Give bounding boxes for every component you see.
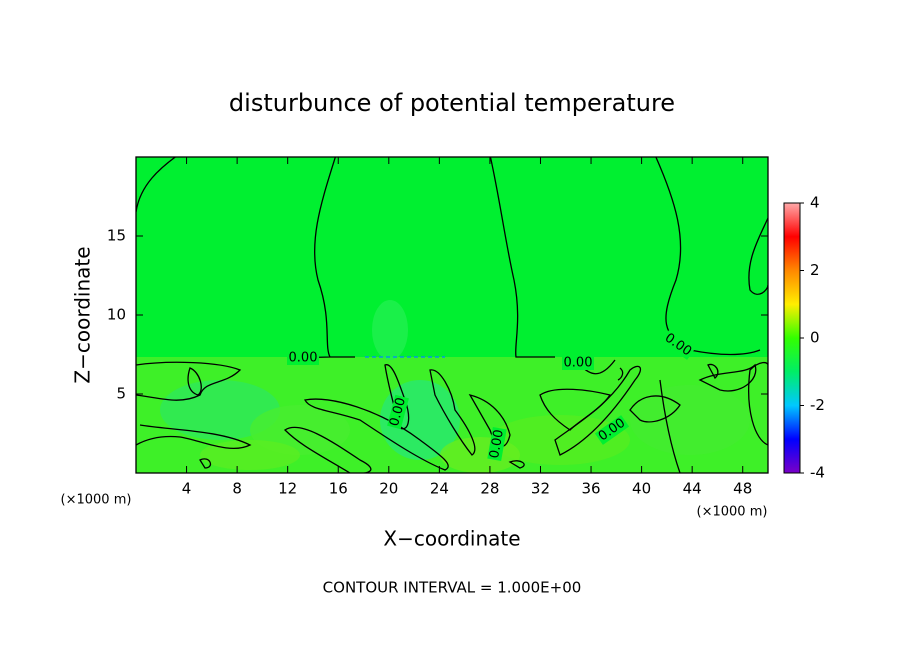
contour-line bbox=[707, 363, 719, 380]
x-tick-label: 28 bbox=[480, 480, 499, 498]
colorbar bbox=[783, 202, 801, 474]
colorbar-tick-label: -2 bbox=[810, 396, 825, 414]
colorbar-tick-label: 0 bbox=[810, 329, 820, 347]
contour-line bbox=[136, 157, 177, 213]
x-tick-label: 32 bbox=[531, 480, 550, 498]
contour-label-bg bbox=[594, 415, 630, 445]
y-tick-label: 15 bbox=[107, 227, 126, 245]
contour-line bbox=[508, 460, 525, 469]
contour-line bbox=[489, 157, 555, 358]
field-patch bbox=[490, 415, 630, 465]
contour-line bbox=[187, 367, 202, 396]
colorbar-tick-label: -4 bbox=[810, 464, 825, 482]
contour-label-bg bbox=[487, 427, 507, 461]
x-tick-label: 36 bbox=[581, 480, 600, 498]
contour-label-bg bbox=[287, 351, 319, 365]
colorbar-tick-label: 2 bbox=[810, 261, 820, 279]
x-tick-label: 40 bbox=[632, 480, 651, 498]
contour-line bbox=[659, 379, 681, 473]
x-unit: (×1000 m) bbox=[697, 505, 768, 520]
contour-line bbox=[554, 365, 642, 456]
x-tick-label: 12 bbox=[278, 480, 297, 498]
contour-line bbox=[283, 426, 372, 473]
contour-label-bg bbox=[660, 330, 696, 360]
x-axis-label: X−coordinate bbox=[383, 527, 520, 551]
contour-label-bg bbox=[387, 394, 409, 430]
contour-label: 0.00 bbox=[387, 396, 409, 428]
colorbar-tick-label: 4 bbox=[810, 194, 820, 212]
x-tick-label: 48 bbox=[733, 480, 752, 498]
contour-line bbox=[429, 369, 476, 456]
contour-line bbox=[136, 361, 242, 401]
y-axis-label: Z−coordinate bbox=[71, 246, 95, 383]
y-unit: (×1000 m) bbox=[61, 493, 132, 508]
chart-title: disturbunce of potential temperature bbox=[229, 89, 675, 117]
x-tick-label: 20 bbox=[379, 480, 398, 498]
contour-label: 0.00 bbox=[564, 356, 593, 371]
x-tick-label: 4 bbox=[182, 480, 192, 498]
field-patch bbox=[372, 300, 408, 360]
x-tick-label: 16 bbox=[329, 480, 348, 498]
contour-line bbox=[655, 157, 761, 356]
contour-line bbox=[384, 364, 410, 430]
contour-line bbox=[199, 458, 212, 469]
contour-line bbox=[136, 424, 252, 450]
field-patch bbox=[160, 380, 280, 440]
footer: CONTOUR INTERVAL = 1.000E+00 bbox=[323, 579, 582, 597]
x-tick-label: 44 bbox=[683, 480, 702, 498]
x-tick-label: 8 bbox=[232, 480, 242, 498]
contour-line bbox=[748, 217, 768, 295]
y-tick-label: 10 bbox=[107, 306, 126, 324]
contour-label-bg bbox=[562, 356, 594, 370]
contour-line bbox=[629, 395, 681, 423]
contour-line bbox=[304, 398, 449, 471]
field bbox=[136, 157, 768, 473]
contour-line bbox=[617, 367, 624, 381]
contour-label: 0.00 bbox=[487, 428, 507, 459]
contour-label: 0.00 bbox=[289, 351, 318, 366]
x-tick-label: 24 bbox=[430, 480, 449, 498]
y-tick-label: 5 bbox=[116, 385, 126, 403]
field-patch bbox=[630, 385, 750, 455]
